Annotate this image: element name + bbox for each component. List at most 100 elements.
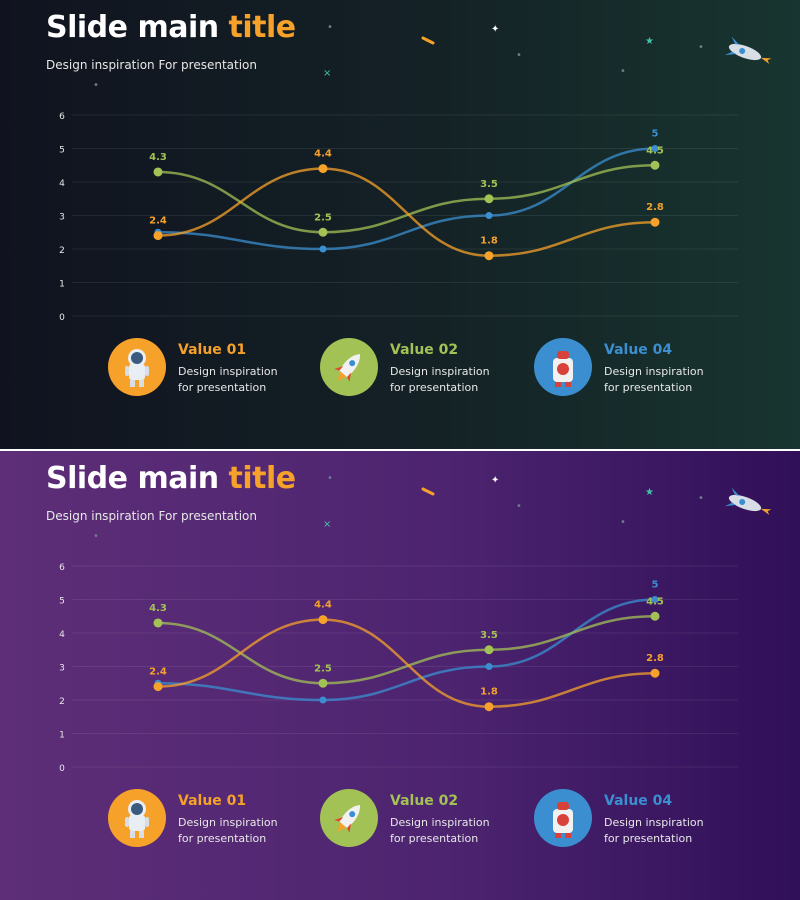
data-label: 4.4 (314, 149, 332, 160)
slide-title: Slide main title (46, 461, 296, 496)
star-icon: ✦ (491, 475, 500, 486)
y-tick-label: 3 (59, 664, 65, 674)
star-icon: • (516, 501, 522, 512)
series-line (157, 147, 656, 251)
flying-rocket-icon (724, 487, 772, 516)
legend-desc-line2: for presentation (604, 832, 693, 845)
legend-item: Value 04 Design inspiration for presentati… (534, 338, 734, 398)
legend-name: Value 04 (604, 342, 673, 358)
data-point (650, 160, 660, 170)
legend-circle (108, 789, 166, 847)
y-tick-label: 6 (59, 563, 65, 573)
comet-icon (421, 36, 435, 45)
y-tick-label: 1 (59, 731, 65, 741)
data-point (651, 596, 659, 603)
data-point (485, 663, 493, 670)
data-point (485, 212, 493, 219)
star-icon: ✦ (491, 24, 500, 35)
robot-icon (553, 351, 573, 387)
data-label: 2.4 (149, 216, 167, 227)
legend-circle (320, 338, 378, 396)
data-point (484, 645, 494, 655)
data-label: 2.5 (314, 663, 332, 674)
legend-circle (534, 338, 592, 396)
data-point (650, 668, 660, 678)
rocket-icon (334, 353, 360, 382)
series-line (157, 167, 656, 257)
legend-desc-line1: Design inspiration (604, 365, 704, 378)
slide-subtitle: Design inspiration For presentation (46, 509, 257, 523)
legend-desc-line1: Design inspiration (604, 816, 704, 829)
series-line (157, 618, 656, 708)
y-tick-label: 6 (59, 112, 65, 122)
data-point (318, 615, 328, 625)
y-tick-label: 1 (59, 280, 65, 290)
data-label: 4.5 (646, 596, 664, 607)
y-tick-label: 3 (59, 213, 65, 223)
data-label: 4.5 (646, 145, 664, 156)
astronaut-icon (125, 349, 149, 387)
title-accent-text: title (228, 10, 297, 45)
data-label: 4.3 (149, 152, 167, 163)
decor-svg (421, 487, 772, 516)
legend-circle (534, 789, 592, 847)
data-point (318, 164, 328, 174)
legend-desc-line1: Design inspiration (390, 365, 490, 378)
title-accent-text: title (228, 461, 297, 496)
robot-icon (553, 802, 573, 838)
data-point (319, 245, 327, 253)
data-point (651, 145, 659, 152)
data-point (318, 227, 328, 237)
star-icon: ★ (645, 36, 654, 47)
decor-svg (421, 36, 772, 65)
star-icon: • (620, 517, 626, 528)
title-main-text: Slide main (46, 461, 229, 496)
legend-item: Value 01 Design inspiration for presentati… (108, 338, 308, 398)
star-icon: • (327, 473, 333, 484)
data-label: 3.5 (480, 179, 498, 190)
data-label: 4.3 (149, 603, 167, 614)
data-point (319, 696, 327, 704)
legend-desc-line2: for presentation (390, 381, 479, 394)
slide-title: Slide main title (46, 10, 296, 45)
star-icon: • (620, 66, 626, 77)
data-label: 2.5 (314, 212, 332, 223)
comet-icon (421, 487, 435, 496)
legend-desc-line2: for presentation (178, 381, 267, 394)
legend-name: Value 01 (178, 793, 247, 809)
y-tick-label: 0 (59, 764, 65, 774)
star-icon: × (323, 519, 332, 530)
y-tick-label: 2 (59, 697, 65, 707)
legend-item: Value 02 Design inspiration for presentati… (320, 338, 520, 398)
star-icon: • (698, 493, 704, 504)
data-label: 2.4 (149, 667, 167, 678)
legend-desc-line2: for presentation (604, 381, 693, 394)
data-label: 2.8 (646, 202, 664, 213)
slide-dark: Slide main title Design inspiration For … (0, 0, 800, 449)
data-point (650, 611, 660, 621)
legend-name: Value 01 (178, 342, 247, 358)
data-point (650, 217, 660, 227)
data-label: 2.8 (646, 653, 664, 664)
y-tick-label: 0 (59, 313, 65, 323)
star-icon: • (516, 50, 522, 61)
slide-subtitle: Design inspiration For presentation (46, 58, 257, 72)
data-label: 3.5 (480, 630, 498, 641)
y-tick-label: 5 (59, 597, 65, 607)
series-line (157, 164, 656, 234)
line-chart: 0 1 2 3 4 5 6 5 4.3 2.5 3.5 4.5 2.4 4.4 1.8 2.8 (59, 112, 738, 323)
rocket-icon (334, 804, 360, 833)
legend-circle (108, 338, 166, 396)
data-point (484, 251, 494, 261)
data-label: 5 (652, 129, 659, 140)
series-line (157, 598, 656, 702)
slide-purple: Slide main title Design inspiration For … (0, 451, 800, 900)
legend-circle (320, 789, 378, 847)
data-point (153, 167, 163, 177)
y-tick-label: 5 (59, 146, 65, 156)
star-icon: • (327, 22, 333, 33)
y-tick-label: 4 (59, 630, 65, 640)
astronaut-icon (125, 800, 149, 838)
legend-desc-line2: for presentation (390, 832, 479, 845)
data-point (318, 678, 328, 688)
